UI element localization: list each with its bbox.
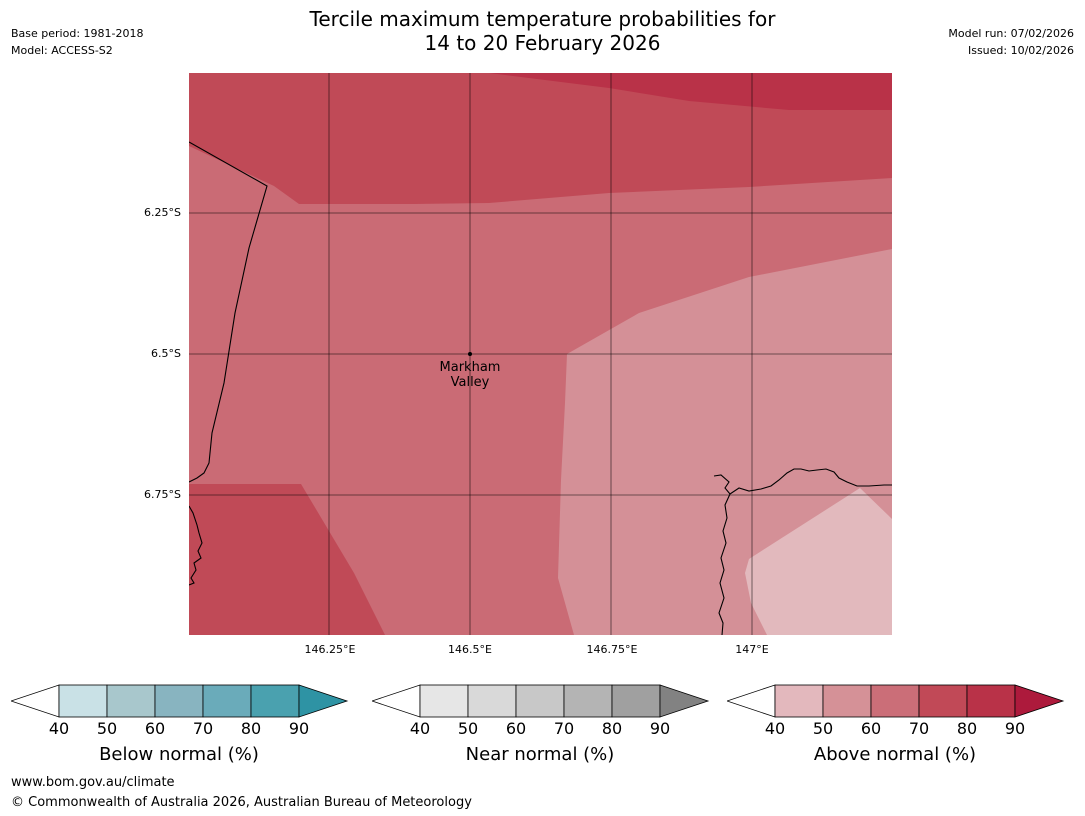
legend-tick-60: 60 bbox=[860, 719, 882, 738]
legend-tick-90: 90 bbox=[288, 719, 310, 738]
page-title: Tercile maximum temperature probabilitie… bbox=[0, 7, 1085, 55]
legend-tick-60: 60 bbox=[144, 719, 166, 738]
colorbar-bin-50-60 bbox=[822, 684, 872, 718]
legend-tick-70: 70 bbox=[192, 719, 214, 738]
colorbar-bin-60-70 bbox=[515, 684, 565, 718]
lon-label-147: 147°E bbox=[735, 643, 769, 656]
footer-website[interactable]: www.bom.gov.au/climate bbox=[11, 775, 175, 790]
location-marker bbox=[468, 352, 472, 356]
issued-text: Issued: 10/02/2026 bbox=[967, 44, 1074, 57]
lon-label-146-75: 146.75°E bbox=[586, 643, 638, 656]
legend-tick-50: 50 bbox=[96, 719, 118, 738]
colorbar-bin-40-50 bbox=[419, 684, 469, 718]
map-zone-80-90-north bbox=[489, 73, 892, 110]
colorbar-near-normal bbox=[372, 684, 710, 718]
title-line-1: Tercile maximum temperature probabilitie… bbox=[309, 7, 776, 31]
legend-tick-70: 70 bbox=[908, 719, 930, 738]
legend-tick-80: 80 bbox=[956, 719, 978, 738]
colorbar-above-normal bbox=[727, 684, 1065, 718]
lat-label-6-75: 6.75°S bbox=[144, 488, 181, 501]
colorbar-bin-60-70 bbox=[154, 684, 204, 718]
header-meta-right: Model run: 07/02/2026 Issued: 10/02/2026 bbox=[948, 25, 1074, 59]
colorbar-bin-60-70 bbox=[870, 684, 920, 718]
colorbar-bin-80-90 bbox=[966, 684, 1016, 718]
coastline-west bbox=[189, 505, 203, 586]
colorbar-bin-80-90 bbox=[250, 684, 300, 718]
colorbar-extend-high bbox=[298, 684, 349, 718]
coastline-east bbox=[713, 468, 892, 635]
legend-tick-90: 90 bbox=[1004, 719, 1026, 738]
probability-map[interactable] bbox=[189, 73, 892, 635]
map-zone-70-80-north bbox=[189, 73, 892, 204]
colorbar-bin-80-90 bbox=[611, 684, 661, 718]
footer-copyright: © Commonwealth of Australia 2026, Austra… bbox=[11, 795, 472, 810]
lon-label-146-5: 146.5°E bbox=[448, 643, 492, 656]
legend-tick-60: 60 bbox=[505, 719, 527, 738]
legend-tick-50: 50 bbox=[457, 719, 479, 738]
legend-tick-80: 80 bbox=[601, 719, 623, 738]
colorbar-extend-low bbox=[727, 684, 776, 718]
colorbar-bin-70-80 bbox=[918, 684, 968, 718]
lon-label-146-25: 146.25°E bbox=[304, 643, 356, 656]
colorbar-bin-70-80 bbox=[202, 684, 252, 718]
legend-label: Near normal (%) bbox=[465, 744, 615, 765]
colorbar-bin-40-50 bbox=[58, 684, 108, 718]
colorbar-extend-high bbox=[659, 684, 710, 718]
colorbar-below-normal bbox=[11, 684, 349, 718]
map-zone-40-50-southeast bbox=[745, 488, 892, 635]
place-label-line-1: Markham bbox=[439, 360, 501, 375]
gridlines bbox=[189, 73, 892, 635]
legend-tick-70: 70 bbox=[553, 719, 575, 738]
legend-tick-40: 40 bbox=[409, 719, 431, 738]
base-period-text: Base period: 1981-2018 bbox=[11, 27, 144, 40]
colorbar-bin-40-50 bbox=[774, 684, 824, 718]
legend-label: Below normal (%) bbox=[99, 744, 259, 765]
model-run-text: Model run: 07/02/2026 bbox=[948, 27, 1074, 40]
place-label-markham-valley: Markham Valley bbox=[440, 360, 501, 390]
colorbar-bin-70-80 bbox=[563, 684, 613, 718]
place-label-line-2: Valley bbox=[450, 375, 490, 390]
lat-label-6-5: 6.5°S bbox=[151, 347, 181, 360]
coastlines bbox=[189, 141, 892, 635]
legend-tick-40: 40 bbox=[48, 719, 70, 738]
colorbar-extend-low bbox=[372, 684, 421, 718]
legend-tick-80: 80 bbox=[240, 719, 262, 738]
border-line-northwest bbox=[189, 141, 268, 483]
colorbar-extend-high bbox=[1014, 684, 1065, 718]
colorbar-bin-50-60 bbox=[106, 684, 156, 718]
legend-label: Above normal (%) bbox=[813, 744, 977, 765]
title-line-2: 14 to 20 February 2026 bbox=[424, 31, 661, 55]
colorbar-bin-50-60 bbox=[467, 684, 517, 718]
legend-tick-90: 90 bbox=[649, 719, 671, 738]
model-text: Model: ACCESS-S2 bbox=[11, 44, 113, 57]
header-meta-left: Base period: 1981-2018 Model: ACCESS-S2 bbox=[11, 25, 143, 59]
colorbar-extend-low bbox=[11, 684, 60, 718]
lat-label-6-25: 6.25°S bbox=[144, 206, 181, 219]
map-zone-70-80-southwest bbox=[189, 484, 385, 635]
legend-tick-40: 40 bbox=[764, 719, 786, 738]
legend-tick-50: 50 bbox=[812, 719, 834, 738]
